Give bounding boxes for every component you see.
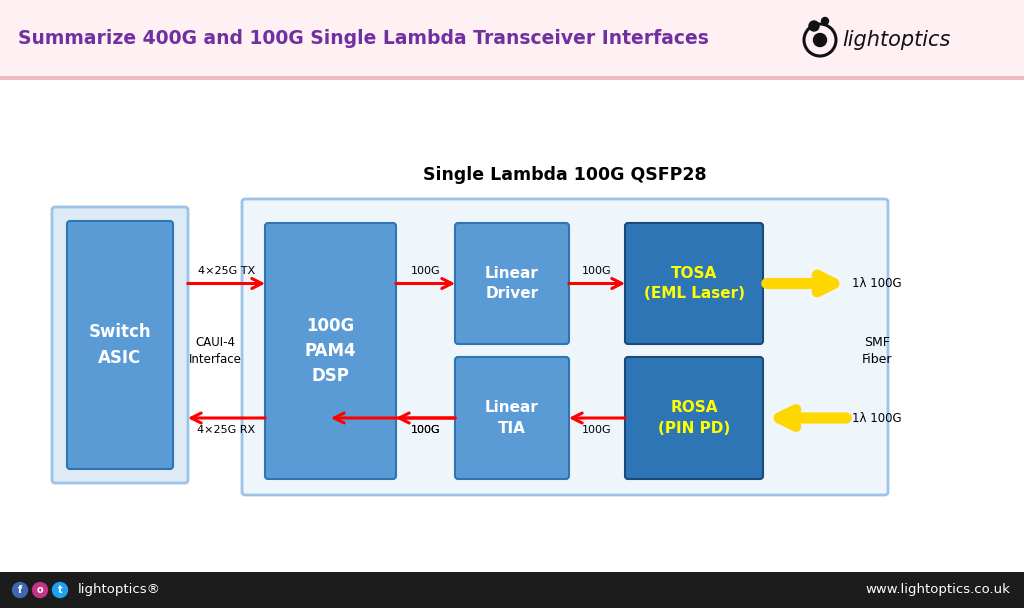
Text: Linear
Driver: Linear Driver [485, 266, 539, 302]
Text: TOSA
(EML Laser): TOSA (EML Laser) [643, 266, 744, 302]
Text: 1λ 100G: 1λ 100G [852, 412, 902, 424]
Text: 100G: 100G [411, 266, 440, 277]
Circle shape [33, 582, 47, 598]
FancyBboxPatch shape [455, 357, 569, 479]
Text: 4×25G RX: 4×25G RX [198, 425, 256, 435]
Text: Switch
ASIC: Switch ASIC [89, 323, 152, 367]
Text: www.lightoptics.co.uk: www.lightoptics.co.uk [865, 584, 1010, 596]
Text: 100G
PAM4
DSP: 100G PAM4 DSP [305, 317, 356, 385]
Text: lightoptics®: lightoptics® [78, 584, 161, 596]
Text: f: f [17, 585, 23, 595]
FancyBboxPatch shape [52, 207, 188, 483]
Text: o: o [37, 585, 43, 595]
Text: 100G: 100G [583, 425, 611, 435]
Text: Linear
TIA: Linear TIA [485, 400, 539, 436]
FancyBboxPatch shape [265, 223, 396, 479]
Text: 100G: 100G [411, 425, 440, 435]
Text: Single Lambda 100G QSFP28: Single Lambda 100G QSFP28 [423, 166, 707, 184]
FancyBboxPatch shape [625, 223, 763, 344]
FancyBboxPatch shape [67, 221, 173, 469]
Text: t: t [57, 585, 62, 595]
Text: lightoptics: lightoptics [842, 30, 950, 50]
Text: ROSA
(PIN PD): ROSA (PIN PD) [657, 400, 730, 436]
FancyBboxPatch shape [625, 357, 763, 479]
Circle shape [809, 21, 819, 31]
Bar [0, 0, 1024, 78]
FancyBboxPatch shape [242, 199, 888, 495]
Text: 1λ 100G: 1λ 100G [852, 277, 902, 290]
Text: SMF
Fiber: SMF Fiber [862, 336, 892, 366]
Bar [0, 76, 1024, 80]
Text: 100G: 100G [583, 266, 611, 277]
Circle shape [813, 33, 826, 46]
Circle shape [821, 18, 828, 24]
Circle shape [52, 582, 68, 598]
Text: 100G: 100G [411, 425, 440, 435]
Text: CAUI-4
Interface: CAUI-4 Interface [188, 336, 242, 366]
Circle shape [12, 582, 28, 598]
Text: 4×25G TX: 4×25G TX [198, 266, 255, 277]
Bar [0, 572, 1024, 608]
Text: Summarize 400G and 100G Single Lambda Transceiver Interfaces: Summarize 400G and 100G Single Lambda Tr… [18, 29, 709, 47]
FancyBboxPatch shape [455, 223, 569, 344]
